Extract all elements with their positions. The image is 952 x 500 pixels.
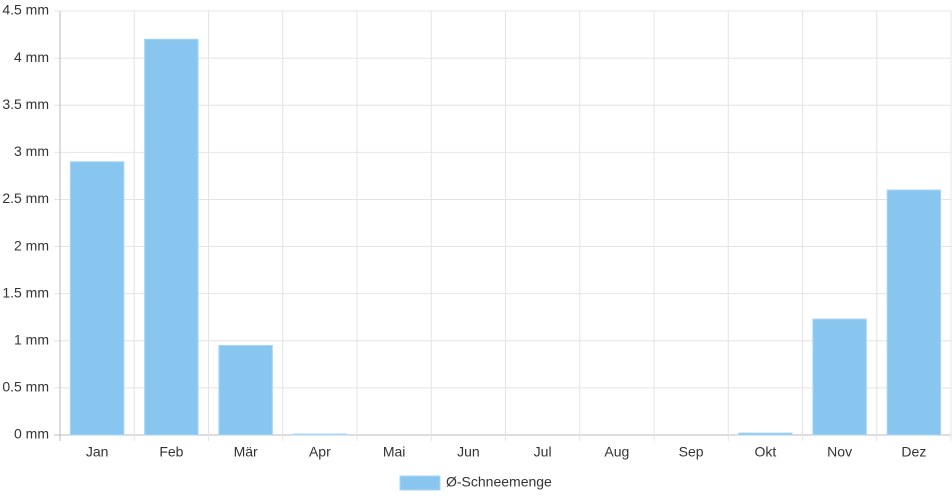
y-tick-label: 4 mm bbox=[14, 49, 49, 65]
x-tick-label: Sep bbox=[679, 444, 704, 460]
x-tick-label: Aug bbox=[604, 444, 629, 460]
y-tick-label: 3.5 mm bbox=[2, 96, 49, 112]
y-tick-label: 3 mm bbox=[14, 143, 49, 159]
bar bbox=[292, 433, 348, 436]
legend-label: Ø-Schneemenge bbox=[446, 474, 552, 490]
bar bbox=[886, 189, 942, 436]
y-tick-label: 1.5 mm bbox=[2, 284, 49, 300]
x-tick-label: Feb bbox=[159, 444, 183, 460]
y-tick-label: 0.5 mm bbox=[2, 379, 49, 395]
y-tick-label: 2 mm bbox=[14, 237, 49, 253]
bar bbox=[738, 432, 793, 436]
bar bbox=[69, 161, 125, 436]
x-tick-label: Jun bbox=[457, 444, 480, 460]
bar bbox=[218, 344, 273, 436]
y-tick-label: 2.5 mm bbox=[2, 190, 49, 206]
bar bbox=[812, 318, 867, 436]
x-tick-label: Mär bbox=[234, 444, 258, 460]
y-tick-label: 4.5 mm bbox=[2, 2, 49, 18]
legend-swatch bbox=[399, 475, 441, 491]
x-tick-label: Dez bbox=[901, 444, 926, 460]
x-tick-label: Okt bbox=[754, 444, 776, 460]
y-tick-label: 0 mm bbox=[14, 426, 49, 442]
x-tick-label: Nov bbox=[827, 444, 852, 460]
x-tick-label: Jan bbox=[86, 444, 109, 460]
x-tick-label: Mai bbox=[383, 444, 406, 460]
y-tick-label: 1 mm bbox=[14, 331, 49, 347]
bar bbox=[144, 38, 199, 436]
x-tick-label: Jul bbox=[534, 444, 552, 460]
x-tick-label: Apr bbox=[309, 444, 331, 460]
